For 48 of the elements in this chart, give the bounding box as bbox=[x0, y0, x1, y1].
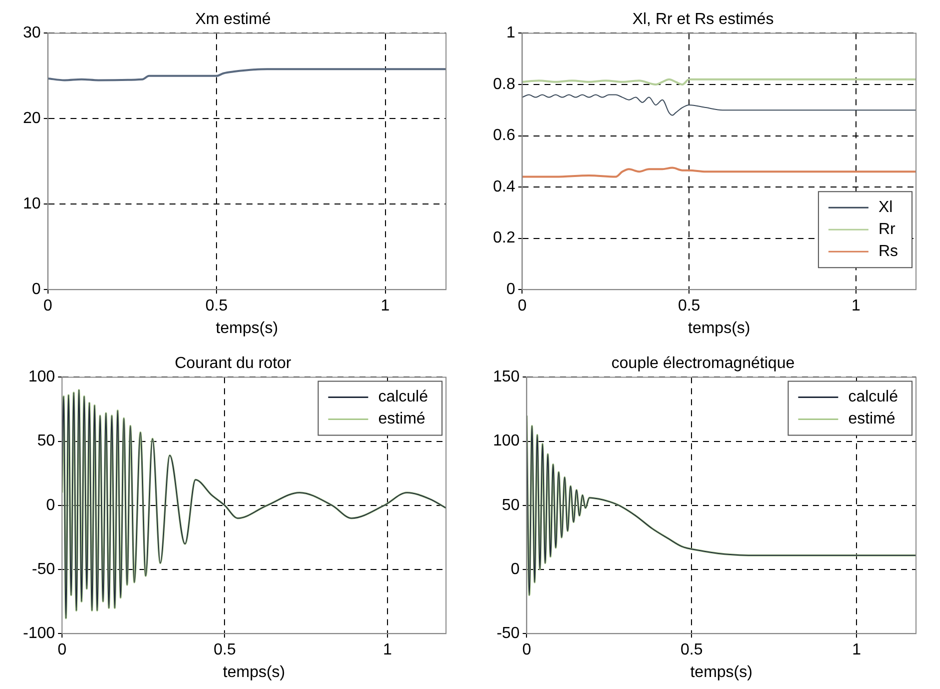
x-axis-title: temps(s) bbox=[216, 320, 278, 337]
x-axis-title: temps(s) bbox=[690, 664, 752, 681]
x-tick-label: 1 bbox=[851, 298, 860, 315]
legend-label: calculé bbox=[848, 388, 898, 406]
legend-label: estimé bbox=[848, 410, 896, 428]
y-tick-label: 0 bbox=[510, 560, 520, 578]
y-tick-label: 50 bbox=[502, 496, 520, 514]
chart-title: Xm estimé bbox=[195, 11, 271, 28]
y-tick-label: 150 bbox=[492, 368, 520, 386]
y-tick-label: 0.4 bbox=[492, 178, 516, 196]
y-tick-label: 1 bbox=[506, 24, 516, 42]
x-tick-label: 0.5 bbox=[205, 298, 228, 315]
x-axis-title: temps(s) bbox=[688, 320, 750, 337]
y-tick-label: 0 bbox=[32, 281, 41, 298]
line-series bbox=[522, 166, 916, 178]
y-tick-label: 100 bbox=[28, 368, 56, 386]
legend-label: Rr bbox=[878, 221, 896, 238]
y-tick-label: -50 bbox=[32, 560, 56, 578]
y-tick-label: 0.6 bbox=[492, 127, 516, 144]
x-tick-label: 0.5 bbox=[680, 642, 703, 659]
y-tick-label: -100 bbox=[22, 625, 56, 642]
chart-title: couple électromagnétique bbox=[611, 355, 795, 372]
legend-label: calculé bbox=[378, 388, 428, 406]
legend-label: estimé bbox=[378, 410, 426, 428]
y-tick-label: 50 bbox=[37, 432, 56, 450]
y-tick-label: 100 bbox=[492, 432, 520, 450]
y-tick-label: 0.2 bbox=[492, 230, 516, 247]
x-tick-label: 0 bbox=[522, 642, 532, 659]
x-tick-label: 1 bbox=[380, 298, 390, 315]
x-tick-label: 0.5 bbox=[678, 298, 700, 315]
x-tick-label: 1 bbox=[852, 642, 862, 659]
y-tick-label: 20 bbox=[23, 110, 41, 128]
x-axis-title: temps(s) bbox=[222, 664, 286, 681]
chart-title: Courant du rotor bbox=[174, 355, 292, 372]
x-tick-label: 0 bbox=[58, 642, 67, 659]
x-tick-label: 1 bbox=[382, 642, 392, 659]
legend-label: Xl bbox=[878, 199, 893, 216]
chart-title: Xl, Rr et Rs estimés bbox=[632, 11, 774, 28]
line-series bbox=[48, 68, 446, 82]
y-tick-label: -50 bbox=[496, 625, 520, 642]
legend-label: Rs bbox=[878, 243, 898, 260]
y-tick-label: 10 bbox=[23, 196, 41, 213]
y-tick-label: 0.8 bbox=[492, 76, 516, 93]
x-tick-label: 0.5 bbox=[214, 642, 236, 659]
y-tick-label: 0 bbox=[46, 496, 56, 514]
y-tick-label: 30 bbox=[23, 24, 41, 42]
line-series bbox=[522, 94, 916, 116]
y-tick-label: 0 bbox=[506, 281, 516, 298]
